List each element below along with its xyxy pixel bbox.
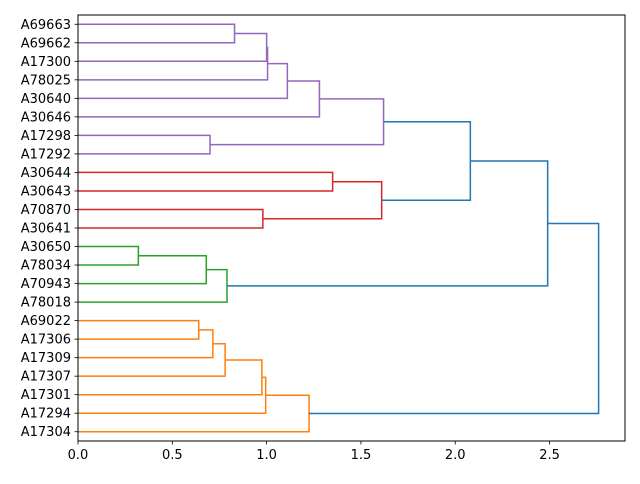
leaf-label: A70870: [21, 203, 71, 218]
dendrogram-link-m11: [78, 245, 140, 266]
leaf-label: A17307: [21, 370, 71, 385]
leaf-label: A30650: [21, 240, 71, 255]
dendrogram-link-m12: [78, 255, 208, 285]
dendrogram-link-m1: [78, 32, 268, 63]
x-tick-label: 1.5: [351, 448, 372, 463]
leaf-label: A17292: [21, 147, 71, 162]
leaf-label: A30644: [21, 166, 71, 181]
dendrogram-link-m21: [309, 222, 600, 415]
x-tick-label: 2.5: [539, 448, 560, 463]
dendrogram-link-m14: [227, 160, 549, 287]
leaf-label: A69663: [21, 18, 71, 33]
dendrogram-link-m10: [381, 121, 472, 201]
leaf-label: A17304: [21, 425, 71, 440]
dendrogram-link-m15: [78, 319, 200, 340]
leaf-label: A17294: [21, 407, 71, 422]
dendrogram-link-m17: [78, 343, 226, 377]
leaf-label: A30646: [21, 110, 71, 125]
leaf-label: A17298: [21, 129, 71, 144]
dendrogram-link-m0: [78, 23, 236, 44]
dendrogram-link-m16: [78, 329, 214, 359]
leaf-label: A17300: [21, 55, 71, 70]
dendrogram-link-m2: [78, 46, 269, 81]
x-tick-label: 0.5: [162, 448, 183, 463]
x-tick-label: 1.0: [256, 448, 277, 463]
x-tick-label: 2.0: [445, 448, 466, 463]
dendrogram-link-m5: [78, 134, 211, 155]
dendrogram-link-m4: [78, 80, 321, 118]
dendrogram-link-m18: [78, 359, 263, 396]
leaf-label: A70943: [21, 277, 71, 292]
leaf-label: A69022: [21, 314, 71, 329]
dendrogram-links: [78, 23, 600, 433]
leaf-label: A30640: [21, 92, 71, 107]
leaf-label: A17309: [21, 351, 71, 366]
leaf-label: A17306: [21, 333, 71, 348]
leaf-label: A69662: [21, 36, 71, 51]
leaf-label: A78025: [21, 73, 71, 88]
dendrogram-link-m13: [78, 268, 228, 303]
dendrogram-link-m7: [78, 171, 334, 192]
x-axis: 0.0 0.5 1.0 1.5 2.0 2.5: [68, 441, 560, 463]
x-tick-label: 0.0: [68, 448, 89, 463]
dendrogram-link-m9: [262, 180, 383, 220]
dendrogram-link-m6: [210, 98, 385, 146]
leaf-label: A30641: [21, 222, 71, 237]
leaf-label: A78034: [21, 259, 71, 274]
y-axis: A69663 A69662 A17300 A78025 A30640 A30646 A172…: [21, 18, 78, 440]
dendrogram-link-m8: [78, 208, 264, 229]
leaf-label: A30643: [21, 184, 71, 199]
dendrogram-link-m20: [78, 394, 310, 433]
leaf-label: A17301: [21, 388, 71, 403]
dendrogram-link-m3: [78, 62, 289, 100]
leaf-label: A78018: [21, 296, 71, 311]
